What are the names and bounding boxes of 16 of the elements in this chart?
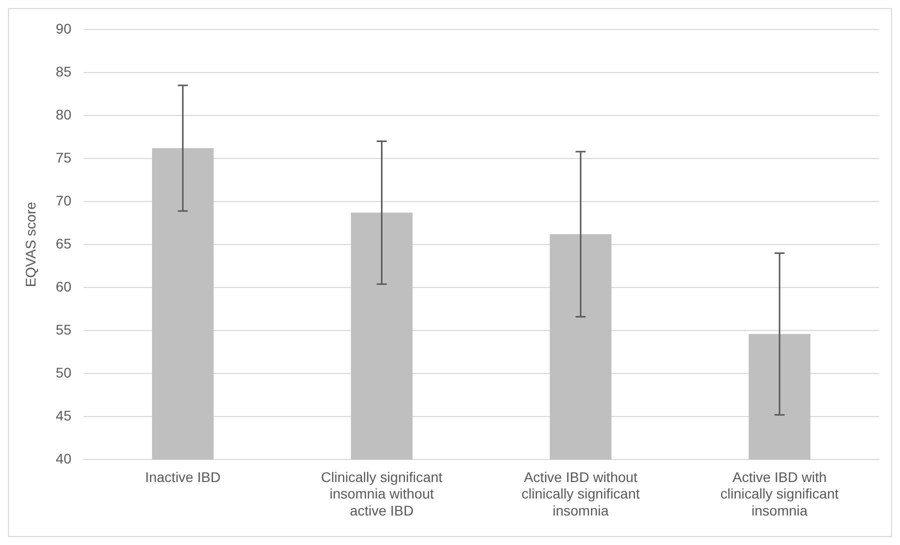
y-tick-label: 60 [56,278,72,294]
y-tick-label: 45 [56,407,72,424]
y-tick-label: 80 [56,106,72,122]
y-tick-label: 40 [56,450,72,466]
y-tick-label: 65 [56,235,72,252]
y-tick-label: 55 [56,321,72,338]
x-tick-label: Active IBD with clinically significant insomnia [720,468,839,518]
x-tick-label: Active IBD without clinically significant insomnia [522,468,640,518]
y-tick-label: 70 [56,192,72,208]
y-tick-label: 50 [56,364,72,380]
x-tick-label: Clinically significant insomnia without active IBD [321,468,443,518]
y-tick-label: 90 [56,20,72,36]
y-tick-label: 75 [56,149,72,166]
x-tick-label: Inactive IBD [145,468,221,485]
y-axis-title: EQVAS score [22,202,38,288]
y-tick-label: 85 [56,63,72,80]
